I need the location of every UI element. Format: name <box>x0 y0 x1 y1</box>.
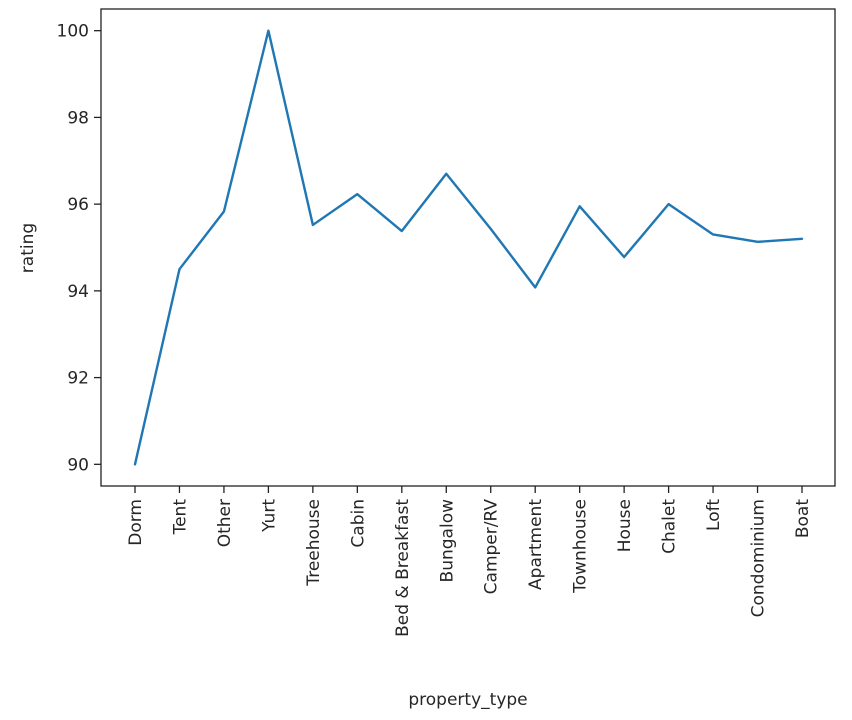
y-tick-label: 94 <box>67 282 89 302</box>
y-tick-label: 96 <box>67 195 89 215</box>
x-tick-label: Chalet <box>660 499 680 554</box>
x-tick-label: Treehouse <box>304 499 324 587</box>
x-tick-label: Loft <box>704 499 724 531</box>
x-tick-label: Apartment <box>526 499 546 590</box>
y-axis-label: rating <box>18 223 38 273</box>
y-tick-label: 98 <box>67 108 89 128</box>
y-tick-label: 92 <box>67 369 89 389</box>
x-tick-label: Other <box>215 499 235 547</box>
series-line <box>133 29 804 466</box>
x-tick-label: Bungalow <box>437 499 457 583</box>
x-axis-label: property_type <box>408 690 527 710</box>
x-tick-label: Bed & Breakfast <box>393 499 413 637</box>
plot-frame <box>100 8 836 487</box>
y-tick-label: 100 <box>57 22 89 42</box>
x-tick-label: Camper/RV <box>482 499 502 595</box>
y-tick-label: 90 <box>67 455 89 475</box>
x-tick-label: Yurt <box>259 499 279 533</box>
x-tick-label: Townhouse <box>571 499 591 594</box>
x-tick-label: Cabin <box>348 499 368 548</box>
x-tick-label: Condominium <box>749 499 769 617</box>
x-tick-label: Dorm <box>126 499 146 546</box>
y-axis-ticks: 90 92 94 96 98 100 <box>57 22 101 475</box>
x-tick-label: House <box>615 499 635 552</box>
x-tick-label: Tent <box>170 499 190 536</box>
x-axis-ticks: Dorm Tent Other Yurt Treehouse Cabin Bed & Bre… <box>126 486 813 637</box>
x-tick-label: Boat <box>793 499 813 538</box>
